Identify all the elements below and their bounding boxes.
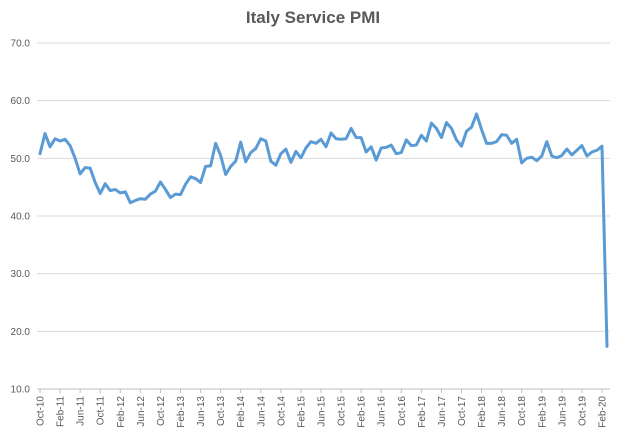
y-tick-label: 60.0 (11, 96, 31, 107)
y-tick-label: 20.0 (11, 327, 31, 338)
x-tick-label: Feb-17 (417, 396, 428, 428)
y-tick-label: 10.0 (11, 385, 31, 396)
x-tick-label: Jun-18 (497, 396, 508, 427)
x-tick-label: Feb-19 (537, 396, 548, 428)
x-tick-label: Feb-14 (236, 396, 247, 428)
x-tick-label: Jun-15 (316, 396, 327, 427)
x-tick-label: Feb-12 (116, 396, 127, 428)
x-tick-label: Oct-18 (517, 396, 528, 426)
x-tick-label: Oct-11 (96, 396, 107, 426)
y-tick-label: 50.0 (11, 154, 31, 165)
x-tick-label: Oct-16 (397, 396, 408, 426)
x-tick-label: Oct-12 (156, 396, 167, 426)
series-line-italy-service-pmi (38, 112, 609, 348)
x-tick-label: Oct-15 (337, 396, 348, 426)
x-tick-label: Feb-11 (56, 396, 67, 427)
x-tick-label: Oct-10 (36, 396, 47, 426)
x-tick-label: Jun-13 (196, 396, 207, 427)
y-tick-label: 30.0 (11, 269, 31, 280)
x-tick-label: Oct-19 (577, 396, 588, 426)
x-tick-label: Feb-16 (357, 396, 368, 428)
gridlines (37, 42, 610, 332)
x-axis-ticks: Oct-10 Feb-11 Jun-11 Oct-11 Feb-12 Jun-12 Oct-… (36, 389, 608, 428)
y-tick-label: 40.0 (11, 212, 31, 223)
x-tick-label: Feb-18 (477, 396, 488, 428)
x-tick-label: Jun-11 (76, 396, 87, 426)
y-axis-ticks: 10.0 20.0 30.0 40.0 50.0 60.0 70.0 (11, 39, 31, 396)
x-tick-label: Oct-17 (457, 396, 468, 426)
chart-title: Italy Service PMI (246, 8, 380, 27)
x-tick-label: Jun-12 (136, 396, 147, 427)
y-tick-label: 70.0 (11, 39, 31, 50)
x-tick-label: Oct-13 (216, 396, 227, 426)
x-tick-label: Oct-14 (276, 396, 287, 426)
x-tick-label: Jun-17 (437, 396, 448, 427)
x-tick-label: Feb-13 (176, 396, 187, 428)
x-tick-label: Jun-19 (557, 396, 568, 427)
x-tick-label: Jun-16 (377, 396, 388, 427)
x-tick-label: Jun-14 (256, 396, 267, 427)
x-tick-label: Feb-20 (597, 396, 608, 428)
x-tick-label: Feb-15 (296, 396, 307, 428)
